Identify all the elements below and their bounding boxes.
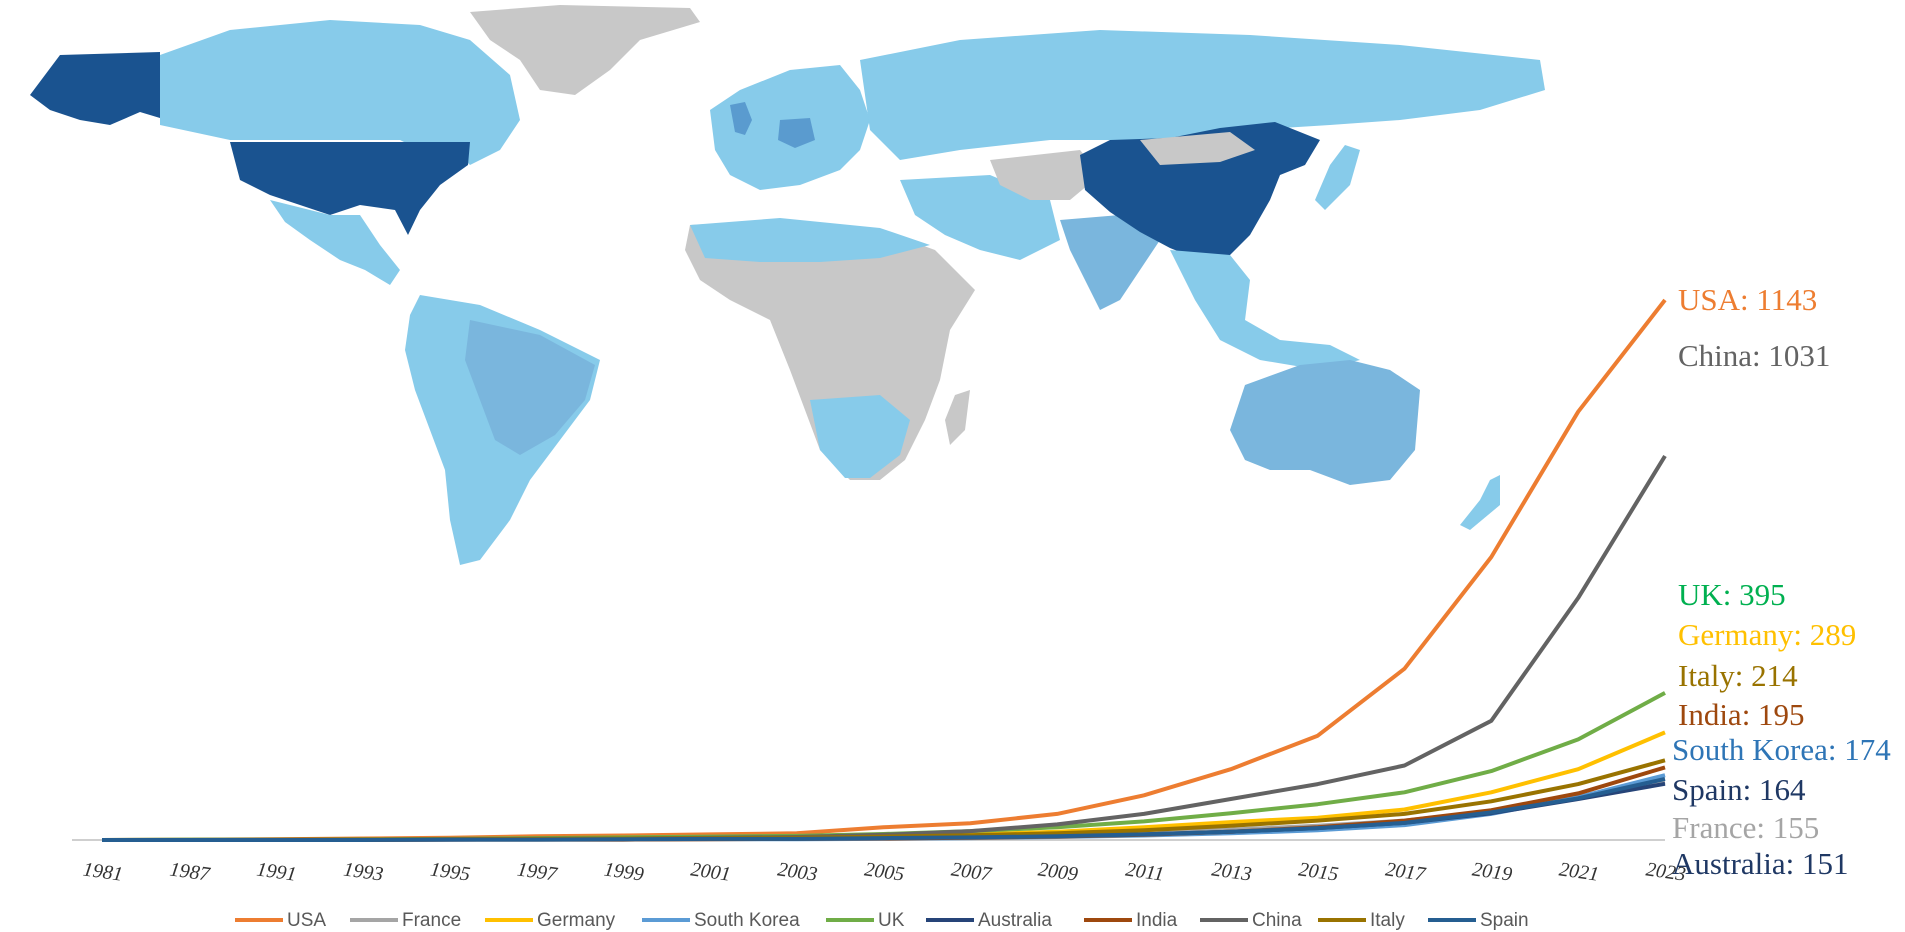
legend-label: France (402, 910, 461, 931)
x-tick-label: 2003 (776, 858, 819, 885)
x-tick-label: 1991 (255, 858, 298, 885)
map-region-usa (230, 142, 470, 235)
end-label-india: India: 195 (1678, 697, 1805, 732)
map-region-new-zealand (1460, 475, 1500, 530)
x-tick-label: 2013 (1210, 858, 1253, 885)
legend-item-south-korea: South Korea (642, 910, 800, 931)
x-tick-label: 1993 (342, 858, 385, 885)
end-label-uk: UK: 395 (1678, 577, 1786, 612)
series-lines (101, 298, 1667, 842)
x-tick-label: 1997 (516, 858, 560, 885)
legend-item-india: India (1084, 910, 1178, 931)
legend-label: South Korea (694, 910, 800, 931)
x-tick-label: 2011 (1124, 858, 1165, 885)
legend-item-australia: Australia (926, 910, 1052, 931)
legend-item-china: China (1200, 910, 1302, 931)
map-region-canada (160, 20, 520, 165)
legend-label: Spain (1480, 910, 1529, 931)
legend-item-spain: Spain (1428, 910, 1529, 931)
x-tick-label: 1999 (602, 858, 645, 885)
x-axis-ticks: 1981 1987 1991 1993 1995 1997 1999 2001 2003 2005… (81, 858, 1687, 885)
map-region-china (1080, 122, 1320, 260)
legend-label: Italy (1370, 910, 1405, 931)
map-region-japan (1315, 145, 1360, 210)
map-region-mongolia (1140, 132, 1255, 165)
end-label-spain: Spain: 164 (1672, 772, 1806, 807)
map-region-alaska (30, 52, 160, 125)
x-tick-label: 2019 (1471, 858, 1514, 885)
x-tick-label: 1981 (81, 858, 124, 885)
x-tick-label: 2005 (863, 858, 906, 885)
legend: USA France Germany South Korea UK Australia In… (235, 910, 1529, 931)
map-region-brazil (465, 320, 595, 455)
map-region-australia (1230, 360, 1420, 485)
x-tick-label: 2021 (1558, 858, 1601, 885)
legend-label: China (1252, 910, 1302, 931)
legend-item-france: France (350, 910, 461, 931)
legend-label: UK (878, 910, 905, 931)
series-end-labels: USA: 1143 China: 1031 UK: 395 Germany: 289 I… (1672, 282, 1891, 881)
end-label-china: China: 1031 (1678, 338, 1830, 373)
map-region-southeast-asia (1170, 250, 1360, 370)
legend-label: Germany (537, 910, 616, 931)
map-region-madagascar (945, 390, 970, 445)
map-region-germany (778, 118, 815, 148)
end-label-australia: Australia: 151 (1672, 846, 1849, 881)
series-line-china (102, 454, 1667, 842)
map-region-middle-east (900, 175, 1060, 260)
x-tick-label: 2001 (689, 858, 732, 885)
end-label-germany: Germany: 289 (1678, 617, 1856, 652)
end-label-usa: USA: 1143 (1678, 282, 1817, 317)
x-tick-label: 1987 (168, 858, 212, 885)
map-region-southern-africa (810, 395, 910, 478)
end-label-italy: Italy: 214 (1678, 658, 1798, 693)
x-tick-label: 2017 (1384, 858, 1428, 885)
x-tick-label: 2009 (1037, 858, 1080, 885)
map-region-russia (860, 30, 1545, 160)
legend-label: USA (287, 910, 326, 931)
map-region-mexico (270, 200, 400, 285)
x-tick-label: 2015 (1297, 858, 1340, 885)
x-tick-label: 2007 (950, 858, 994, 885)
map-region-central-asia (990, 150, 1100, 200)
x-tick-label: 1995 (429, 858, 472, 885)
legend-item-germany: Germany (485, 910, 616, 931)
legend-label: Australia (978, 910, 1052, 931)
end-label-south-korea: South Korea: 174 (1672, 732, 1891, 767)
map-region-north-africa (690, 218, 930, 262)
series-line-spain (102, 776, 1666, 842)
legend-item-italy: Italy (1318, 910, 1405, 931)
legend-item-usa: USA (235, 910, 326, 931)
map-region-india (1060, 215, 1160, 310)
legend-item-uk: UK (826, 910, 905, 931)
legend-label: India (1136, 910, 1178, 931)
map-region-uk (730, 102, 752, 135)
end-label-france: France: 155 (1672, 810, 1819, 845)
map-region-greenland (470, 5, 700, 95)
series-line-usa (101, 298, 1667, 842)
